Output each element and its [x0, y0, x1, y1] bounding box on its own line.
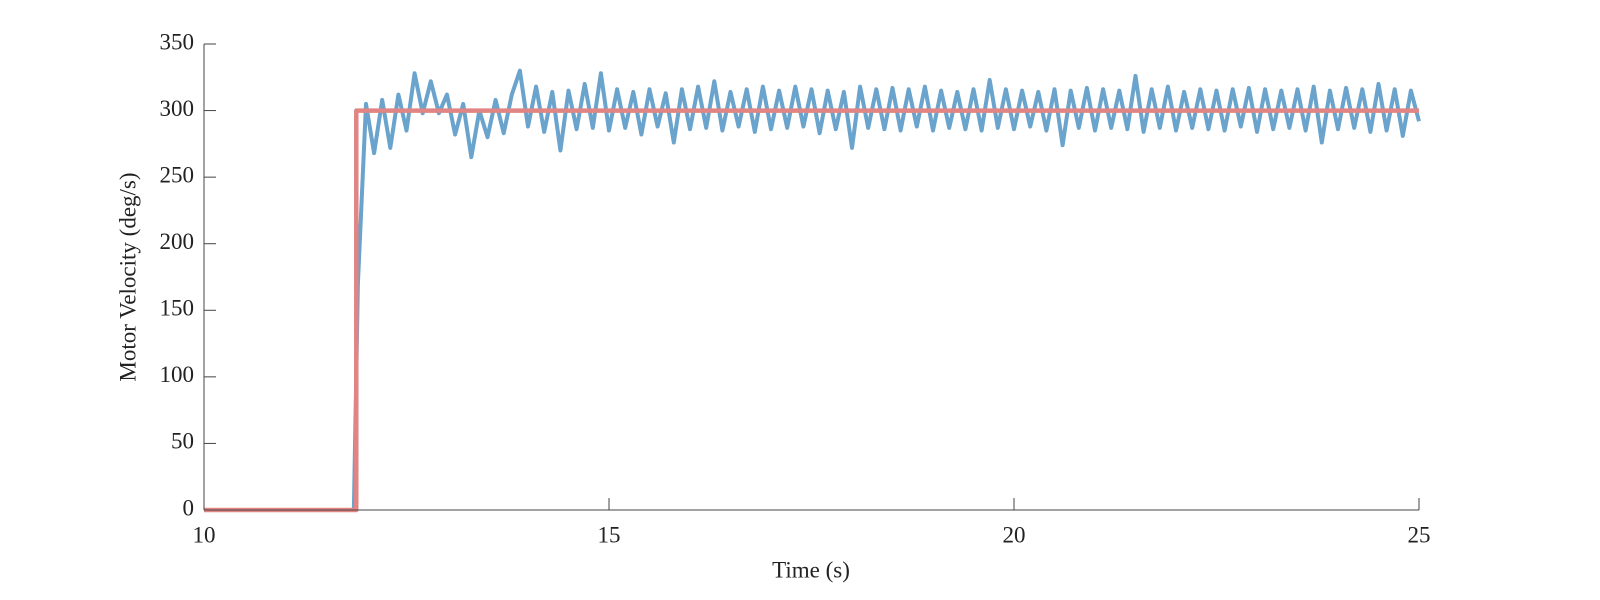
- y-axis-label: Motor Velocity (deg/s): [115, 172, 140, 381]
- y-tick-label: 300: [160, 96, 195, 121]
- y-tick-label: 350: [160, 29, 195, 54]
- x-axis-label: Time (s): [772, 557, 850, 582]
- y-tick-label: 50: [171, 429, 194, 454]
- y-tick-label: 0: [183, 495, 195, 520]
- y-tick-label: 100: [160, 362, 195, 387]
- data-line: [204, 108, 1419, 513]
- y-tick-label: 200: [160, 229, 195, 254]
- x-tick-label: 25: [1408, 522, 1431, 547]
- y-tick-label: 150: [160, 296, 195, 321]
- data-line: [204, 68, 1421, 512]
- x-tick-label: 10: [193, 522, 216, 547]
- x-tick-label: 15: [598, 522, 621, 547]
- y-tick-label: 250: [160, 162, 195, 187]
- x-tick-label: 20: [1003, 522, 1026, 547]
